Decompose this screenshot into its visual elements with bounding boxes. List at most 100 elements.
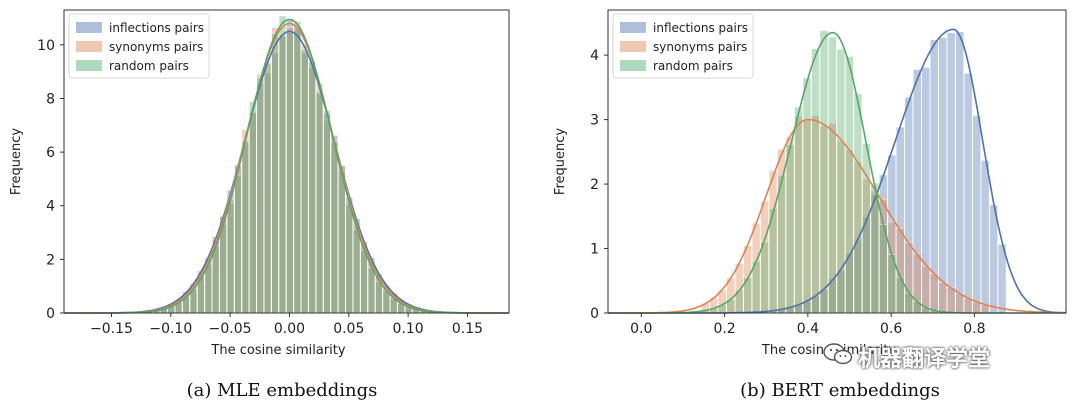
histogram-bar [345,203,353,314]
histogram-bar [785,144,795,314]
y-tick-label: 4 [590,48,599,64]
histogram-bar [964,297,973,314]
x-tick-label: 0.6 [880,321,902,337]
histogram-bar [777,174,786,314]
caption-mle-embeddings: (a) MLE embeddings [186,380,378,401]
histogram-bar [375,281,383,314]
histogram-bar [828,36,837,314]
x-tick-label: 0.0 [630,321,652,337]
y-tick-label: 2 [590,177,599,193]
axes-frame [607,9,1067,314]
x-tick-label: −0.05 [209,321,252,337]
histogram-bar [338,171,346,314]
histogram-bar [947,287,956,314]
y-tick-label: 0 [46,306,55,322]
y-tick-label: 0 [590,306,599,322]
wechat-logo-icon [822,341,854,371]
legend-entry: random pairs [653,59,733,73]
series-random-pairs [684,30,947,314]
x-tick-label: 0.00 [274,321,305,337]
axes-frame [63,9,510,314]
histogram-bar [330,141,339,314]
histogram-bar [219,223,227,314]
x-tick-label: −0.10 [149,321,192,337]
histogram-bar [293,21,301,314]
histogram-bar [264,62,272,314]
histogram-bar [930,273,939,314]
histogram-bar [367,267,376,314]
caption-bert-embeddings: (b) BERT embeddings [740,380,940,401]
y-axis-label: Frequency [553,128,568,195]
x-tick-label: 0.10 [393,321,424,337]
y-tick-label: 8 [46,91,55,107]
histogram-bar [353,228,361,314]
x-tick-label: 0.15 [452,321,483,337]
legend-box [68,13,210,79]
kde-line [608,118,1066,314]
legend-entry: inflections pairs [109,21,204,35]
y-tick-label: 2 [46,252,55,268]
histogram-bar [930,39,939,314]
legend: inflections pairs synonyms pairs random pa… [68,13,210,79]
x-tick-label: 0.8 [963,321,985,337]
x-tick-label: 0.4 [797,321,819,337]
x-tick-label: 0.2 [713,321,735,337]
kde-line [64,18,509,314]
legend-entry: inflections pairs [653,21,748,35]
histogram-bar [301,49,309,314]
histogram-bar [315,91,324,314]
x-axis-label: The cosine similarity [210,343,345,358]
watermark-text: 机器翻译学堂 [858,347,991,372]
x-tick-label: −0.15 [90,321,133,337]
histogram-bar [819,30,829,314]
y-tick-label: 1 [590,242,599,258]
histogram-bar [308,61,316,314]
legend: inflections pairs synonyms pairs random pa… [612,13,754,79]
legend-entry: synonyms pairs [109,40,203,54]
legend-entry: random pairs [109,59,189,73]
series-synonyms-pairs [145,26,435,314]
histogram-bar [972,115,981,314]
legend-swatch [620,41,646,52]
histogram-bar [879,224,888,314]
x-tick-label: 0.05 [333,321,364,337]
histogram-bar [811,48,820,314]
histogram-bar [938,282,947,314]
histogram-bar [226,202,235,314]
histogram-bar [802,77,812,314]
histogram-bar [964,73,973,314]
histogram-bar [234,174,242,314]
histogram-bar [249,101,257,314]
histogram-bar [241,140,250,314]
legend-swatch [76,60,102,71]
histogram-bar [853,93,863,314]
y-tick-label: 4 [46,199,55,215]
histogram-bar [947,32,956,314]
histogram-bar [794,106,803,314]
histogram-bar [212,245,220,314]
legend-box [612,13,754,79]
histogram-bar [271,33,279,314]
histogram-bar [955,31,964,314]
histogram-bar [760,241,769,314]
y-tick-label: 6 [46,145,55,161]
histogram-bar [938,37,947,314]
histogram-bar [286,32,294,314]
histogram-bar [845,56,854,314]
histogram-bar [955,293,964,314]
panel-mle-embeddings: −0.15 −0.10 −0.05 0.00 0.05 0.10 0.15 0 2 4 6 8 10 Th… [9,9,510,358]
histogram-bar [972,301,981,314]
histogram-bar [989,204,998,314]
y-tick-label: 10 [37,38,55,54]
y-tick-label: 3 [590,113,599,129]
histogram-bar [323,110,331,314]
legend-entry: synonyms pairs [653,40,747,54]
y-axis-label: Frequency [9,128,24,195]
histogram-bar [278,15,287,314]
legend-swatch [76,22,102,33]
histogram-bar [980,160,990,314]
legend-swatch [620,60,646,71]
histogram-bar [256,77,264,314]
